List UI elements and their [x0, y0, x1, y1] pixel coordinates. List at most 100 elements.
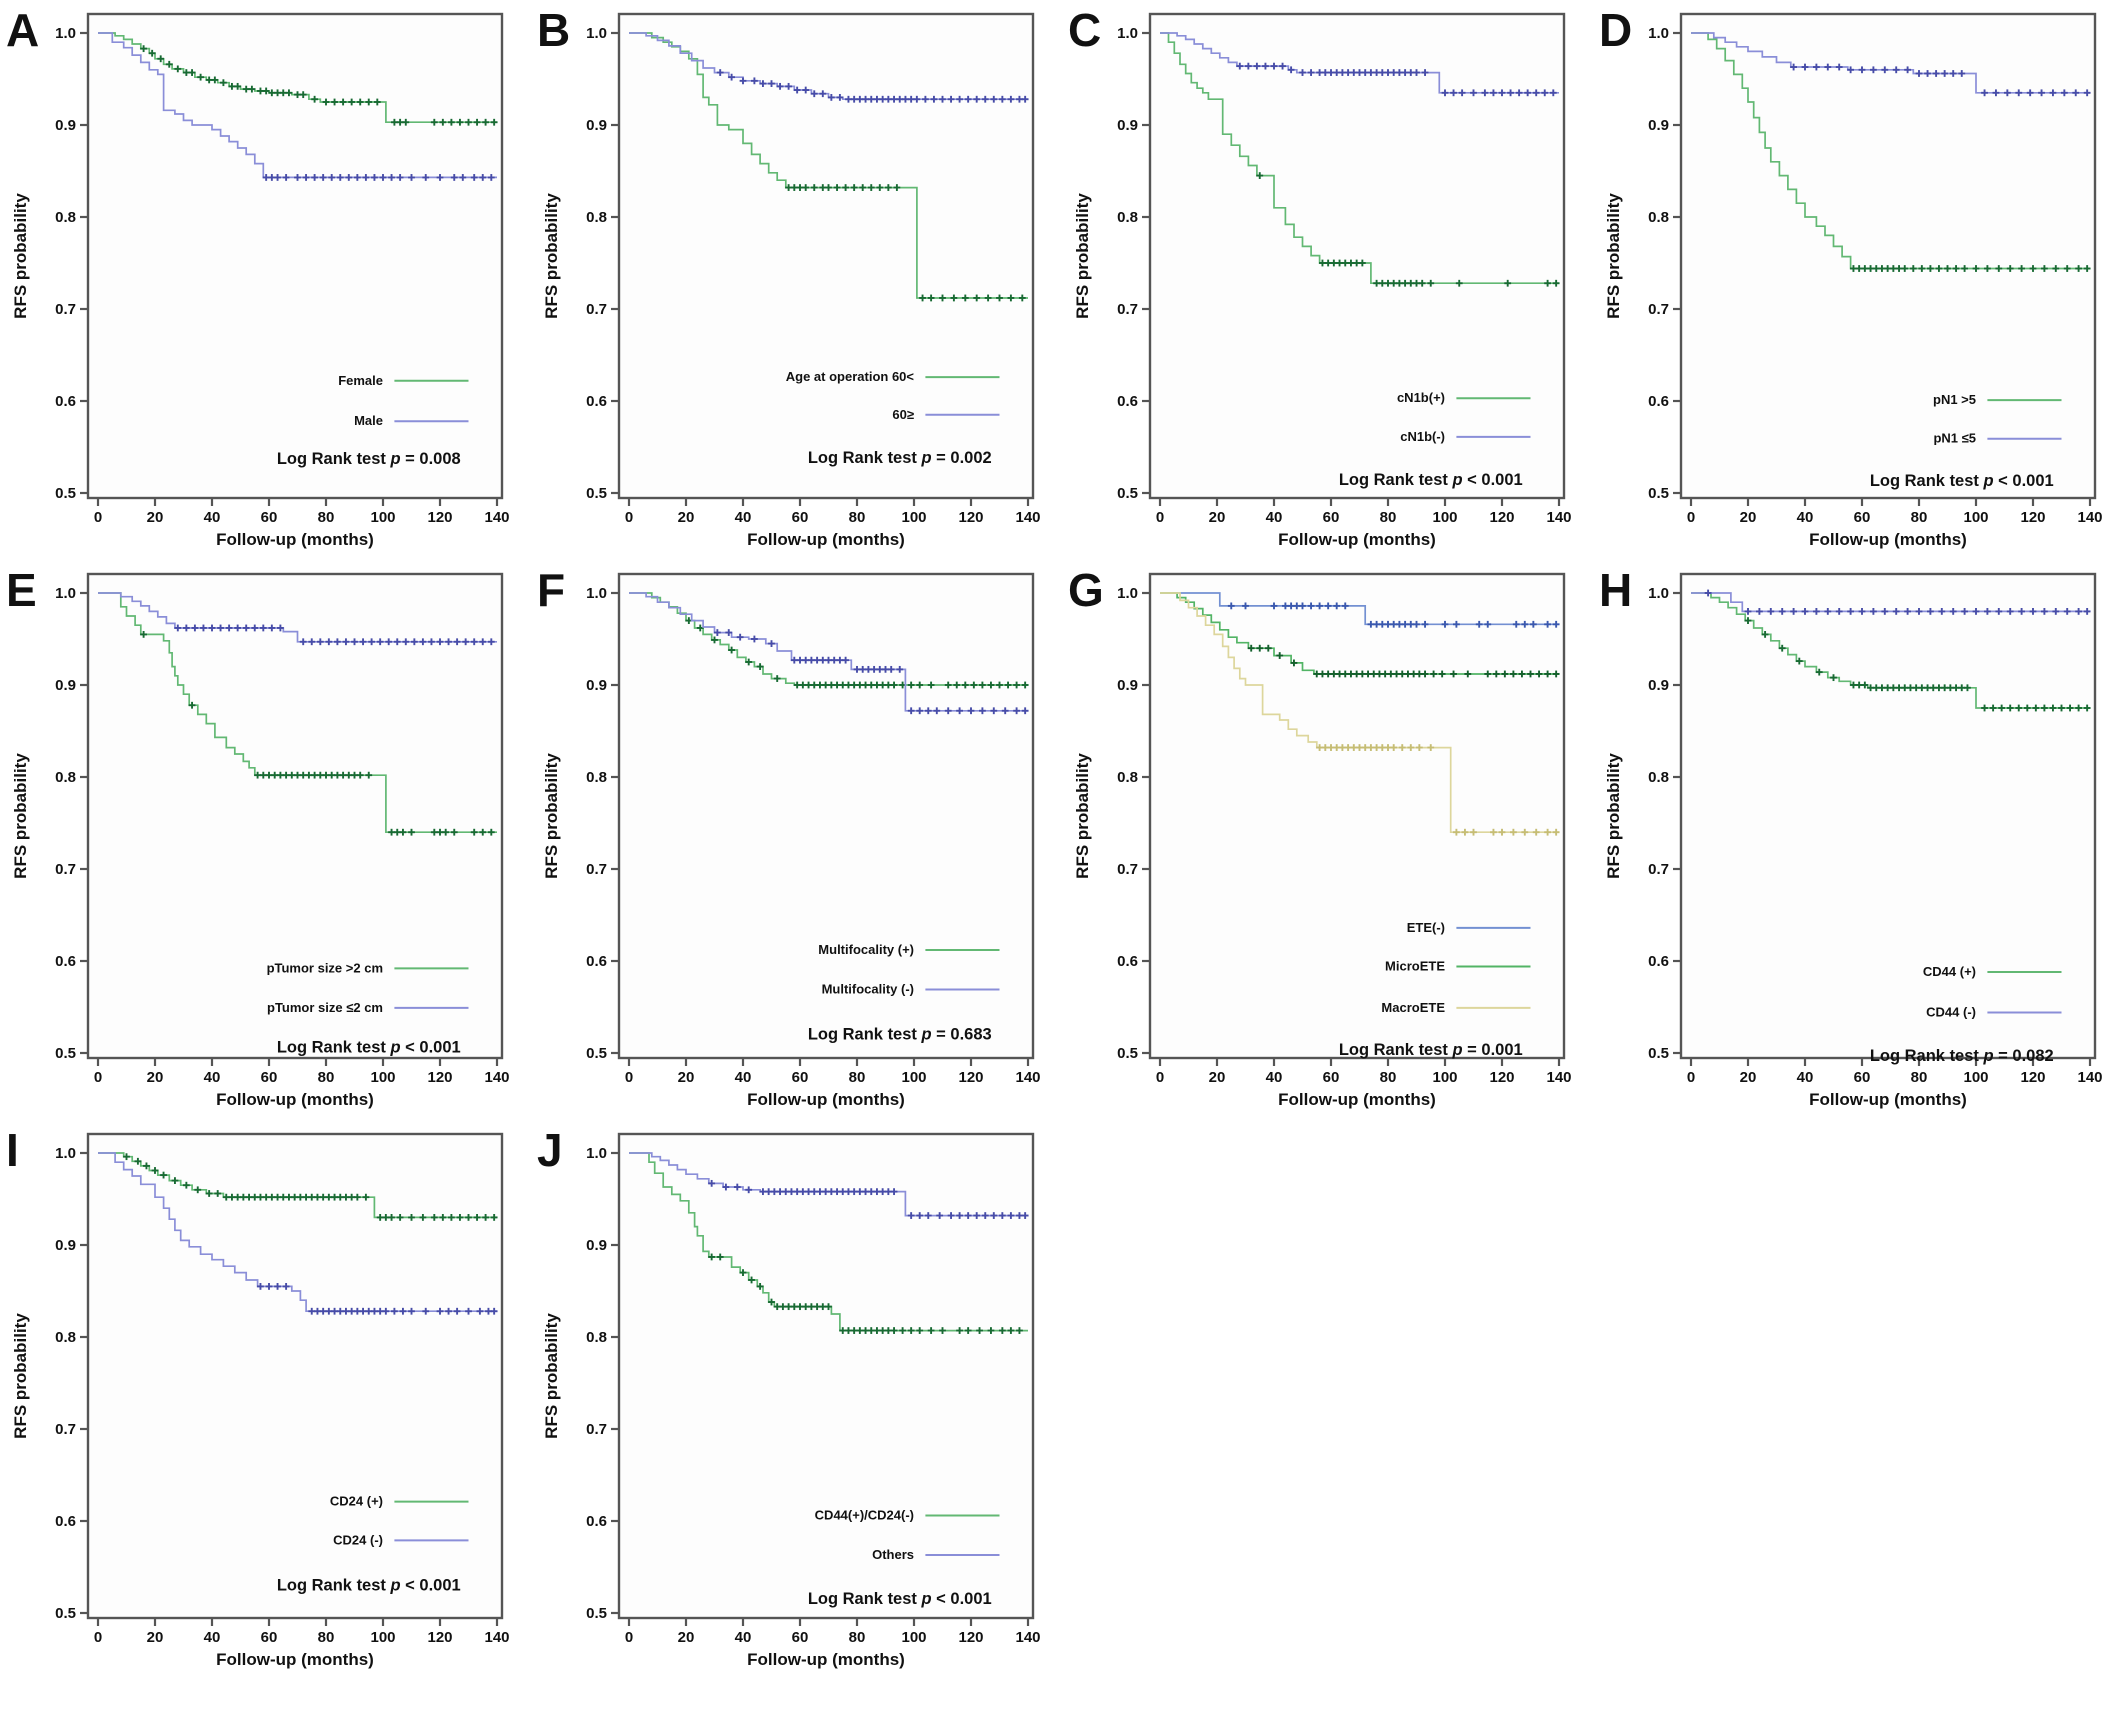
km-plot-F: 1.0 0.9 0.8 0.7 0.6 0.5 0 20 40 60 80 100 120 140 Foll… [537, 564, 1041, 1109]
y-tick-label: 1.0 [1648, 585, 1669, 602]
km-curve-pn1-5 [1691, 32, 2091, 97]
x-tick-label: 0 [625, 509, 633, 526]
x-tick-label: 0 [1156, 509, 1164, 526]
y-axis-title: RFS probability [11, 753, 30, 879]
x-tick-label: 60 [261, 1629, 278, 1646]
x-tick-label: 60 [1323, 509, 1340, 526]
y-tick-label: 0.8 [586, 209, 607, 226]
panel-letter: C [1068, 4, 1101, 56]
x-tick-label: 40 [204, 509, 221, 526]
x-tick-label: 20 [678, 1629, 695, 1646]
x-tick-label: 100 [901, 1629, 926, 1646]
panel-letter: A [6, 4, 39, 56]
y-tick-label: 0.6 [586, 393, 607, 410]
censor-marks [785, 184, 1026, 302]
x-tick-label: 40 [204, 1629, 221, 1646]
legend-label: CD24 (+) [330, 1494, 383, 1509]
censor-marks [713, 629, 1029, 715]
y-tick-label: 0.6 [55, 393, 76, 410]
x-axis-title: Follow-up (months) [747, 1650, 905, 1669]
legend-label: CD24 (-) [333, 1532, 383, 1547]
x-tick-label: 100 [370, 1069, 395, 1086]
legend-label: 60≥ [892, 407, 914, 422]
legend-label: CD44 (+) [1923, 964, 1976, 979]
plot-frame [86, 572, 504, 1060]
y-tick-label: 0.9 [1117, 117, 1138, 134]
x-tick-label: 120 [427, 1069, 452, 1086]
log-rank-p-text: Log Rank test p = 0.008 [277, 450, 461, 468]
x-axis-title: Follow-up (months) [1809, 530, 1967, 549]
legend-label: Male [354, 413, 383, 428]
km-panel-A: 1.0 0.9 0.8 0.7 0.6 0.5 0 20 40 60 80 100 120 140 Foll… [0, 0, 531, 560]
km-panel-B: 1.0 0.9 0.8 0.7 0.6 0.5 0 20 40 60 80 100 120 140 Foll… [531, 0, 1062, 560]
x-tick-label: 0 [625, 1629, 633, 1646]
x-tick-label: 80 [318, 1069, 335, 1086]
censor-marks [140, 45, 498, 126]
km-plot-B: 1.0 0.9 0.8 0.7 0.6 0.5 0 20 40 60 80 100 120 140 Foll… [537, 4, 1041, 549]
y-axis-title: RFS probability [1604, 753, 1623, 879]
x-tick-label: 100 [901, 1069, 926, 1086]
y-tick-label: 0.5 [1117, 485, 1138, 502]
censor-marks [685, 617, 1029, 689]
x-tick-label: 60 [1323, 1069, 1340, 1086]
y-tick-label: 0.7 [1117, 861, 1138, 878]
y-tick-label: 0.8 [55, 769, 76, 786]
censor-marks [174, 624, 495, 646]
legend-label: Multifocality (+) [818, 942, 914, 957]
x-tick-label: 0 [1156, 1069, 1164, 1086]
km-curve-cd44--- [1691, 589, 2091, 615]
x-tick-label: 0 [94, 1069, 102, 1086]
x-axis-title: Follow-up (months) [1809, 1090, 1967, 1109]
y-tick-label: 0.8 [55, 1329, 76, 1346]
y-axis-title: RFS probability [542, 193, 561, 319]
censor-marks [1850, 265, 2091, 272]
x-tick-label: 20 [147, 509, 164, 526]
x-tick-label: 20 [1740, 1069, 1757, 1086]
plot-frame [1679, 12, 2097, 500]
y-axis-title: RFS probability [1073, 753, 1092, 879]
y-tick-label: 0.6 [1117, 393, 1138, 410]
legend-label: pN1 >5 [1933, 392, 1976, 407]
x-tick-label: 100 [370, 509, 395, 526]
y-tick-label: 0.6 [55, 953, 76, 970]
y-tick-label: 0.6 [586, 1513, 607, 1530]
y-tick-label: 0.9 [55, 1237, 76, 1254]
panel-letter: I [6, 1124, 19, 1176]
y-tick-label: 0.8 [1648, 769, 1669, 786]
y-tick-label: 0.5 [1117, 1045, 1138, 1062]
x-tick-label: 40 [1266, 509, 1283, 526]
y-tick-label: 1.0 [1648, 25, 1669, 42]
y-tick-label: 0.5 [586, 1045, 607, 1062]
y-tick-label: 0.7 [586, 861, 607, 878]
km-curve-pn1-5 [1691, 32, 2091, 272]
x-tick-label: 100 [1432, 1069, 1457, 1086]
x-tick-label: 20 [1209, 1069, 1226, 1086]
x-tick-label: 20 [147, 1629, 164, 1646]
survival-step-line [1160, 32, 1559, 285]
legend-label: Age at operation 60< [786, 369, 915, 384]
km-curve-cd24-+- [98, 1152, 498, 1221]
legend-label: Female [338, 373, 383, 388]
y-tick-label: 0.8 [1117, 769, 1138, 786]
km-curve-cd44-+-cd24--- [629, 1152, 1028, 1334]
km-plot-C: 1.0 0.9 0.8 0.7 0.6 0.5 0 20 40 60 80 100 120 140 Foll… [1068, 4, 1572, 549]
y-tick-label: 0.9 [586, 117, 607, 134]
y-tick-label: 0.5 [586, 1605, 607, 1622]
x-tick-label: 40 [1797, 509, 1814, 526]
panel-letter: F [537, 564, 565, 616]
km-plot-G: 1.0 0.9 0.8 0.7 0.6 0.5 0 20 40 60 80 100 120 140 Foll… [1068, 564, 1572, 1109]
censor-marks [1744, 617, 2091, 712]
y-tick-label: 0.7 [55, 301, 76, 318]
x-tick-label: 140 [484, 509, 509, 526]
survival-step-line [1160, 32, 1559, 94]
x-tick-label: 20 [678, 1069, 695, 1086]
panel-letter: H [1599, 564, 1632, 616]
km-curve-cd44-+- [1691, 592, 2091, 712]
x-tick-label: 140 [1015, 1069, 1040, 1086]
legend-label: pTumor size ≤2 cm [267, 1000, 383, 1015]
plot-frame [1679, 572, 2097, 1060]
legend-label: Multifocality (-) [822, 982, 914, 997]
x-tick-label: 0 [1687, 509, 1695, 526]
y-tick-label: 0.6 [586, 953, 607, 970]
